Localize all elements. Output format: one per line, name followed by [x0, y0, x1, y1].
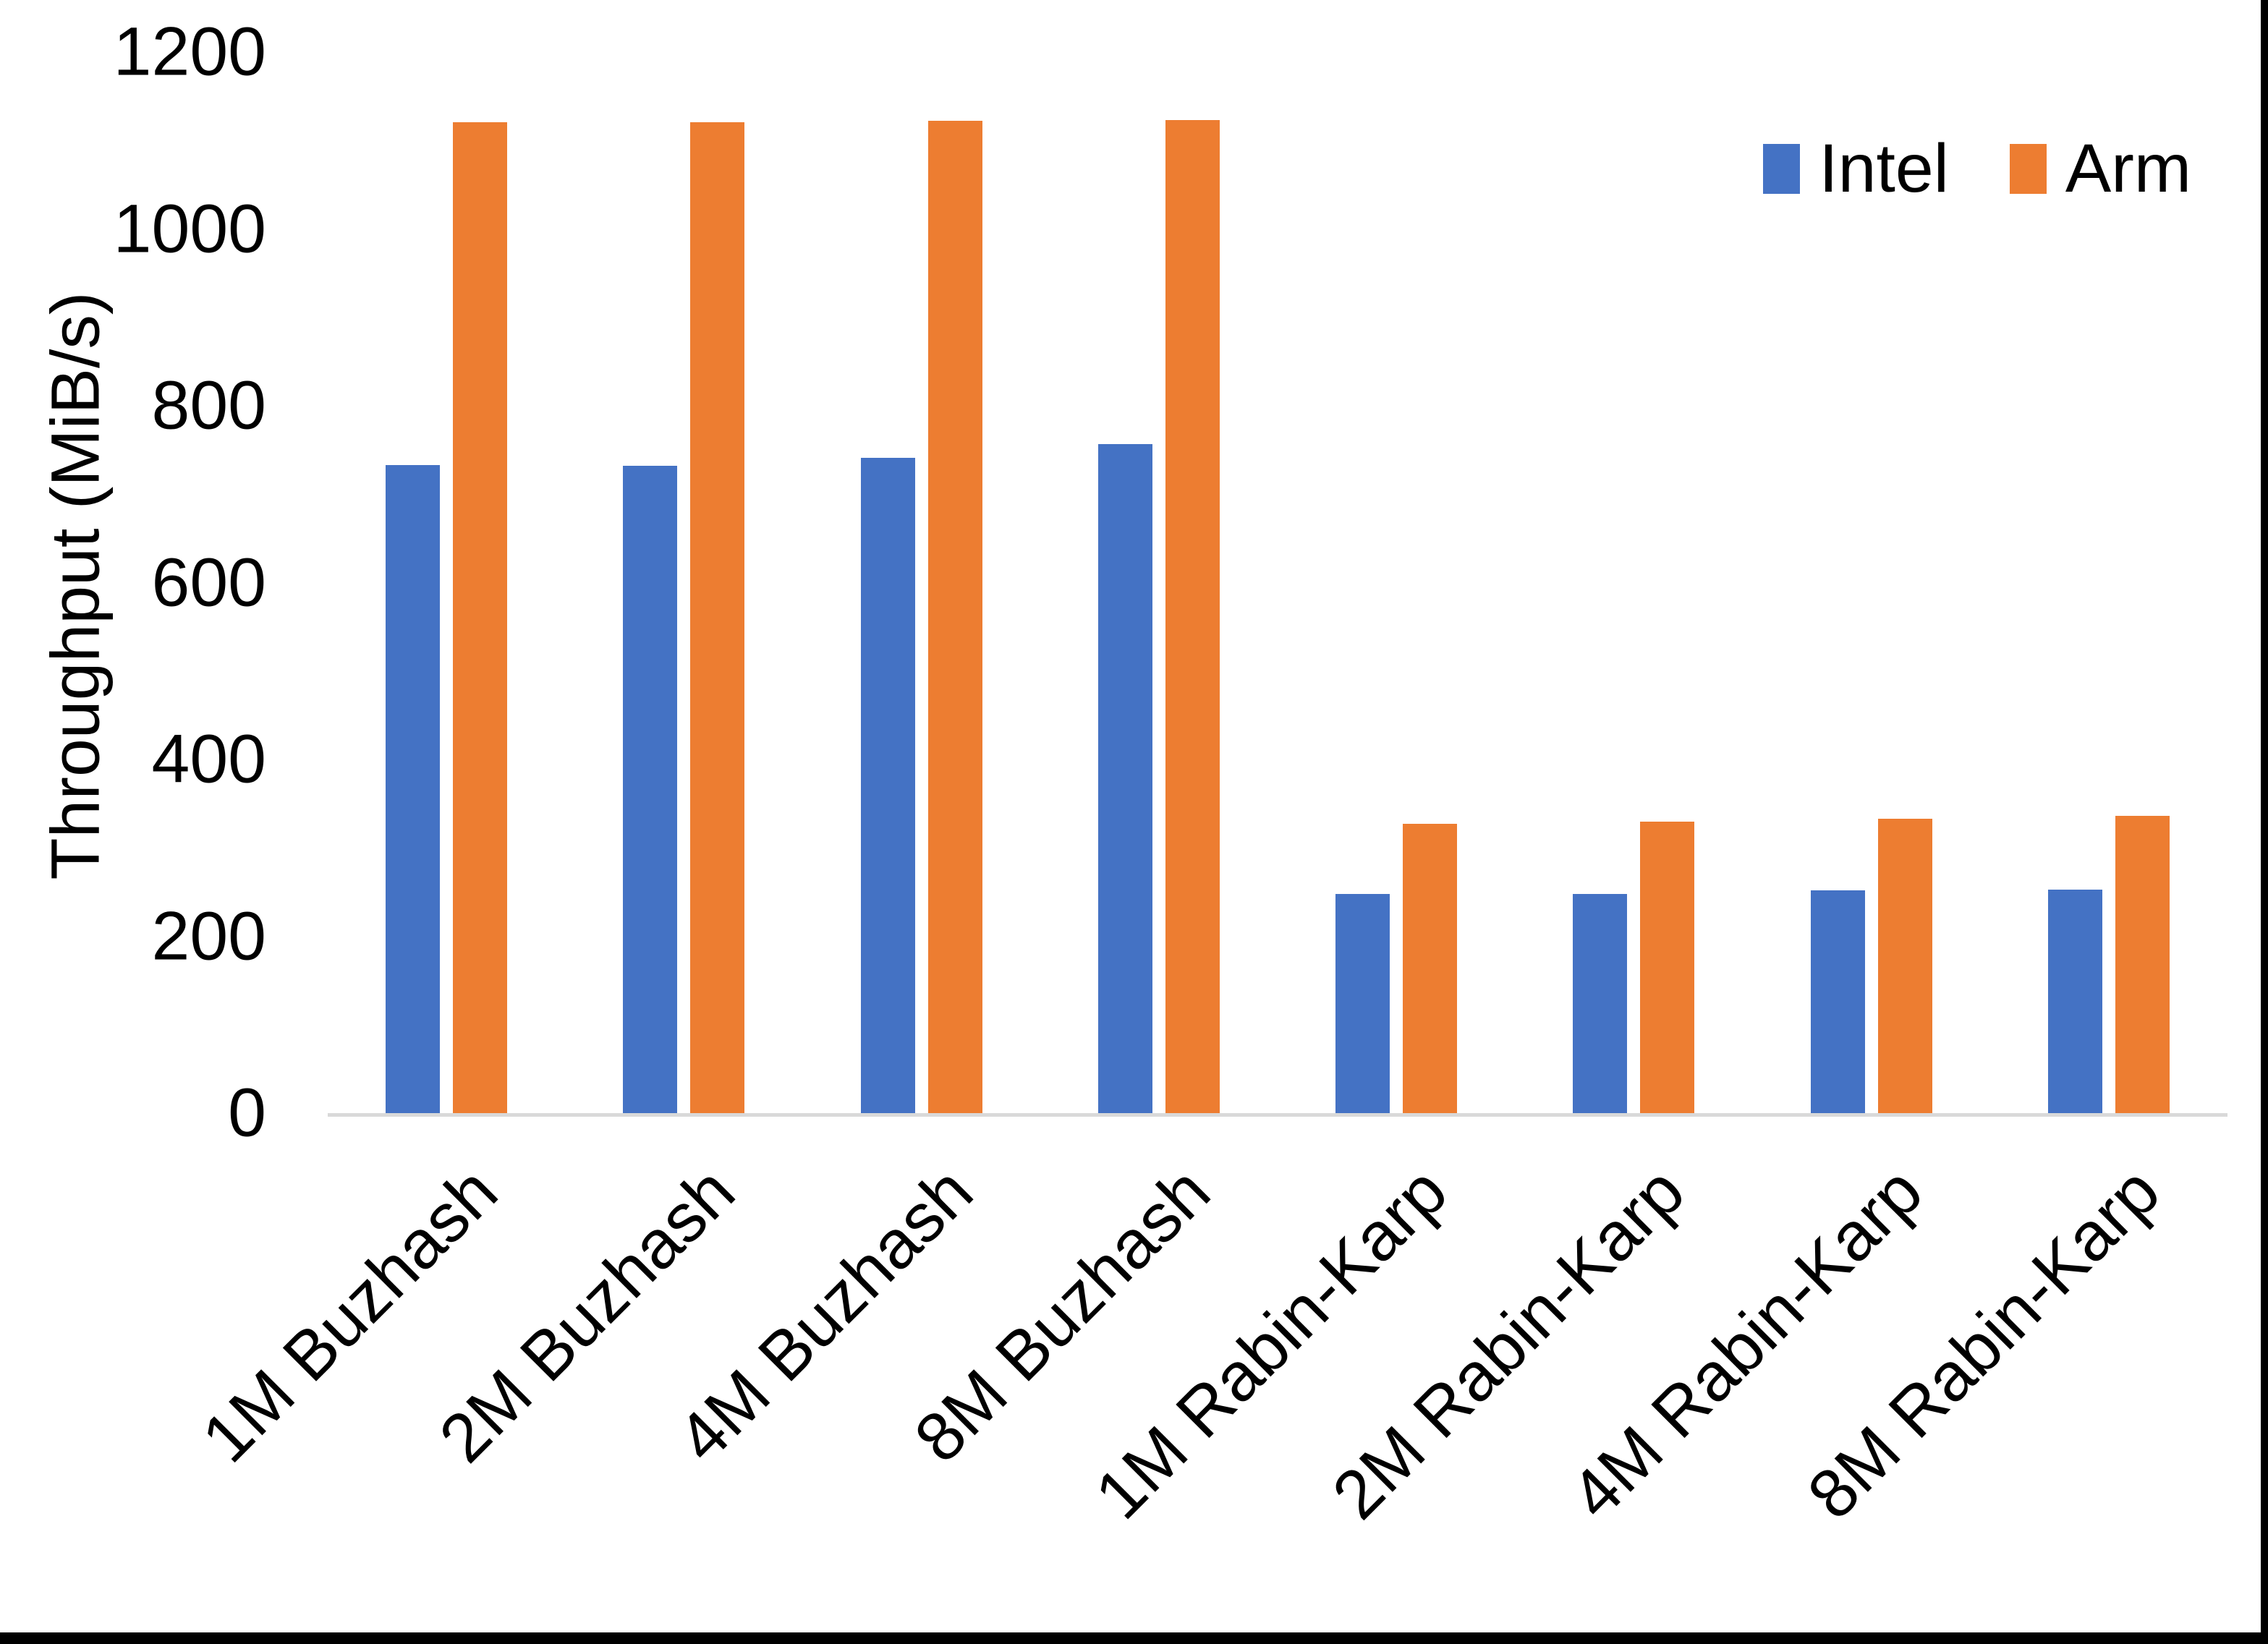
legend: Intel Arm [1763, 135, 2191, 203]
bar-intel-2m-rabin-karp [1573, 893, 1628, 1113]
legend-swatch-intel [1763, 144, 1801, 194]
y-tick-label-1200: 1200 [113, 13, 266, 90]
legend-label-arm: Arm [2065, 130, 2191, 207]
y-tick-label-200: 200 [151, 898, 266, 974]
bar-intel-8m-rabin-karp [2047, 889, 2102, 1113]
y-tick-label-400: 400 [151, 720, 266, 798]
bar-intel-4m-rabin-karp [1810, 890, 1865, 1113]
y-tick-label-600: 600 [151, 544, 266, 621]
bar-intel-2m-buzhash [623, 466, 678, 1113]
legend-swatch-arm [2009, 144, 2047, 194]
y-tick-label-1000: 1000 [113, 190, 266, 267]
bar-intel-8m-buzhash [1097, 443, 1152, 1113]
y-tick-label-0: 0 [228, 1074, 266, 1151]
bar-intel-1m-buzhash [386, 464, 441, 1113]
bar-arm-2m-buzhash [690, 122, 745, 1113]
bar-arm-8m-buzhash [1165, 120, 1220, 1113]
bar-arm-8m-rabin-karp [2115, 816, 2170, 1113]
bar-arm-4m-buzhash [927, 121, 982, 1113]
x-axis-line [328, 1113, 2227, 1117]
bar-intel-1m-rabin-karp [1335, 893, 1390, 1113]
legend-item-arm: Arm [2009, 130, 2191, 207]
bar-arm-1m-rabin-karp [1403, 824, 1458, 1113]
y-tick-label-800: 800 [151, 367, 266, 444]
bar-intel-4m-buzhash [860, 458, 915, 1113]
legend-item-intel: Intel [1763, 135, 1949, 203]
bottom-border-strip [0, 1632, 2268, 1644]
legend-label-intel: Intel [1819, 130, 1949, 207]
right-border-strip [2261, 0, 2268, 1644]
bar-arm-1m-buzhash [453, 122, 508, 1113]
bar-arm-2m-rabin-karp [1640, 821, 1695, 1113]
bar-arm-4m-rabin-karp [1877, 818, 1932, 1113]
